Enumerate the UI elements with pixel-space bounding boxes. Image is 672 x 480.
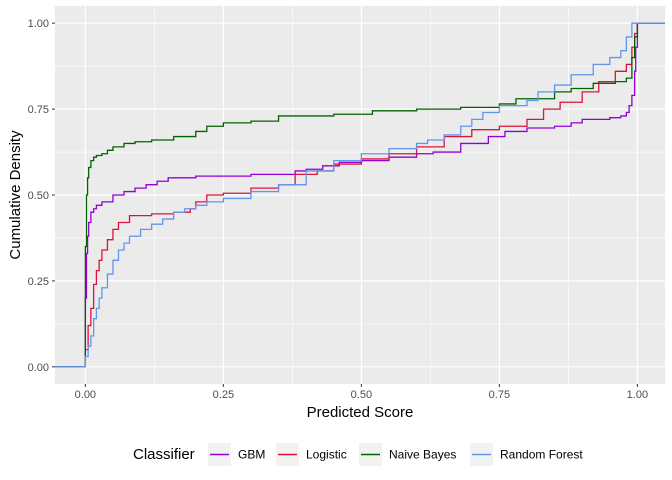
axes: 0.00 0.25 0.50 0.75 1.00 0.00 0.25 0.50 0.75 1.00 [28,18,649,401]
y-tick-label: 0.00 [28,362,49,374]
y-tick-label: 0.50 [28,190,49,202]
legend-label-random-forest: Random Forest [500,448,583,462]
series-line-gbm [55,22,665,368]
legend-title: Classifier [133,446,195,463]
x-tick-label: 1.00 [627,389,648,401]
legend-label-naive-bayes: Naive Bayes [389,448,456,462]
x-tick-label: 0.50 [351,389,372,401]
series-line-naive-bayes [55,22,665,368]
series-lines [55,22,665,368]
x-tick-label: 0.00 [75,389,96,401]
x-tick-label: 0.25 [213,389,234,401]
x-tick-label: 0.75 [489,389,510,401]
y-tick-label: 0.75 [28,104,49,116]
legend: Classifier GBM Logistic Naive Bayes Random F… [133,443,583,466]
x-axis-title: Predicted Score [307,404,414,421]
legend-label-gbm: GBM [238,448,265,462]
legend-label-logistic: Logistic [306,448,347,462]
series-line-random-forest [55,22,665,368]
y-tick-label: 1.00 [28,18,49,30]
y-axis-title: Cumulative Density [7,130,24,260]
y-tick-label: 0.25 [28,276,49,288]
